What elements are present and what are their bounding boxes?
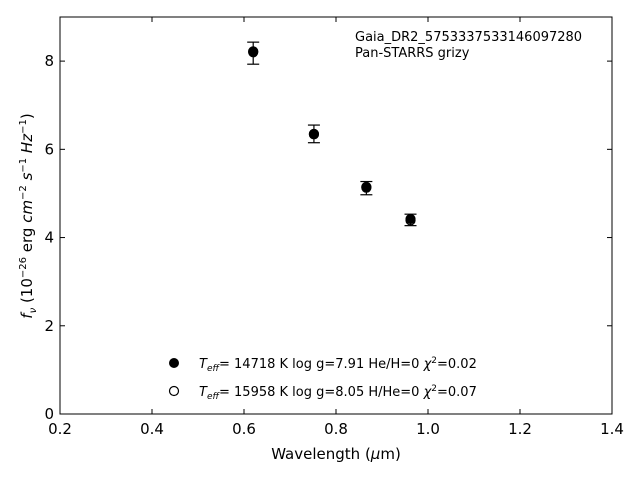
x-tick-label: 1.4 <box>600 420 624 438</box>
y-axis-label: fν (10−26 erg cm−2 s−1 Hz−1) <box>18 113 39 318</box>
data-point-open <box>361 182 372 193</box>
data-markers <box>248 46 416 226</box>
data-point-open <box>405 215 416 226</box>
annotation-survey: Pan-STARRS grizy <box>355 46 470 61</box>
data-point-open <box>308 129 320 140</box>
x-tick-label: 0.8 <box>324 420 348 438</box>
x-tick-label: 0.6 <box>232 420 256 438</box>
error-bars <box>247 41 417 227</box>
x-axis-label: Wavelength (μm) <box>271 445 401 463</box>
legend-entry-1: Teff= 14718 K log g=7.91 He/H=0 χ2=0.02 <box>199 356 477 374</box>
legend-marker-open <box>168 385 180 397</box>
x-axis: 0.2 0.4 0.6 0.8 1.0 1.2 1.4 <box>48 17 624 438</box>
y-axis: 0 2 4 6 8 <box>44 52 612 423</box>
y-tick-label: 6 <box>44 140 54 158</box>
plot-area <box>59 16 613 415</box>
y-tick-label: 8 <box>44 52 54 70</box>
annotation-object-id: Gaia_DR2_5753337533146097280 <box>355 30 582 45</box>
legend: Teff= 14718 K log g=7.91 He/H=0 χ2=0.02 … <box>168 356 477 402</box>
x-tick-label: 0.4 <box>140 420 164 438</box>
x-tick-label: 1.0 <box>416 420 440 438</box>
y-tick-label: 4 <box>44 229 54 247</box>
x-tick-label: 1.2 <box>508 420 532 438</box>
data-point-open <box>248 46 259 57</box>
y-tick-label: 0 <box>44 405 54 423</box>
y-tick-label: 2 <box>44 317 54 335</box>
legend-entry-2: Teff= 15958 K log g=8.05 H/He=0 χ2=0.07 <box>199 384 477 402</box>
x-tick-label: 0.2 <box>48 420 72 438</box>
legend-marker-filled <box>169 358 179 368</box>
